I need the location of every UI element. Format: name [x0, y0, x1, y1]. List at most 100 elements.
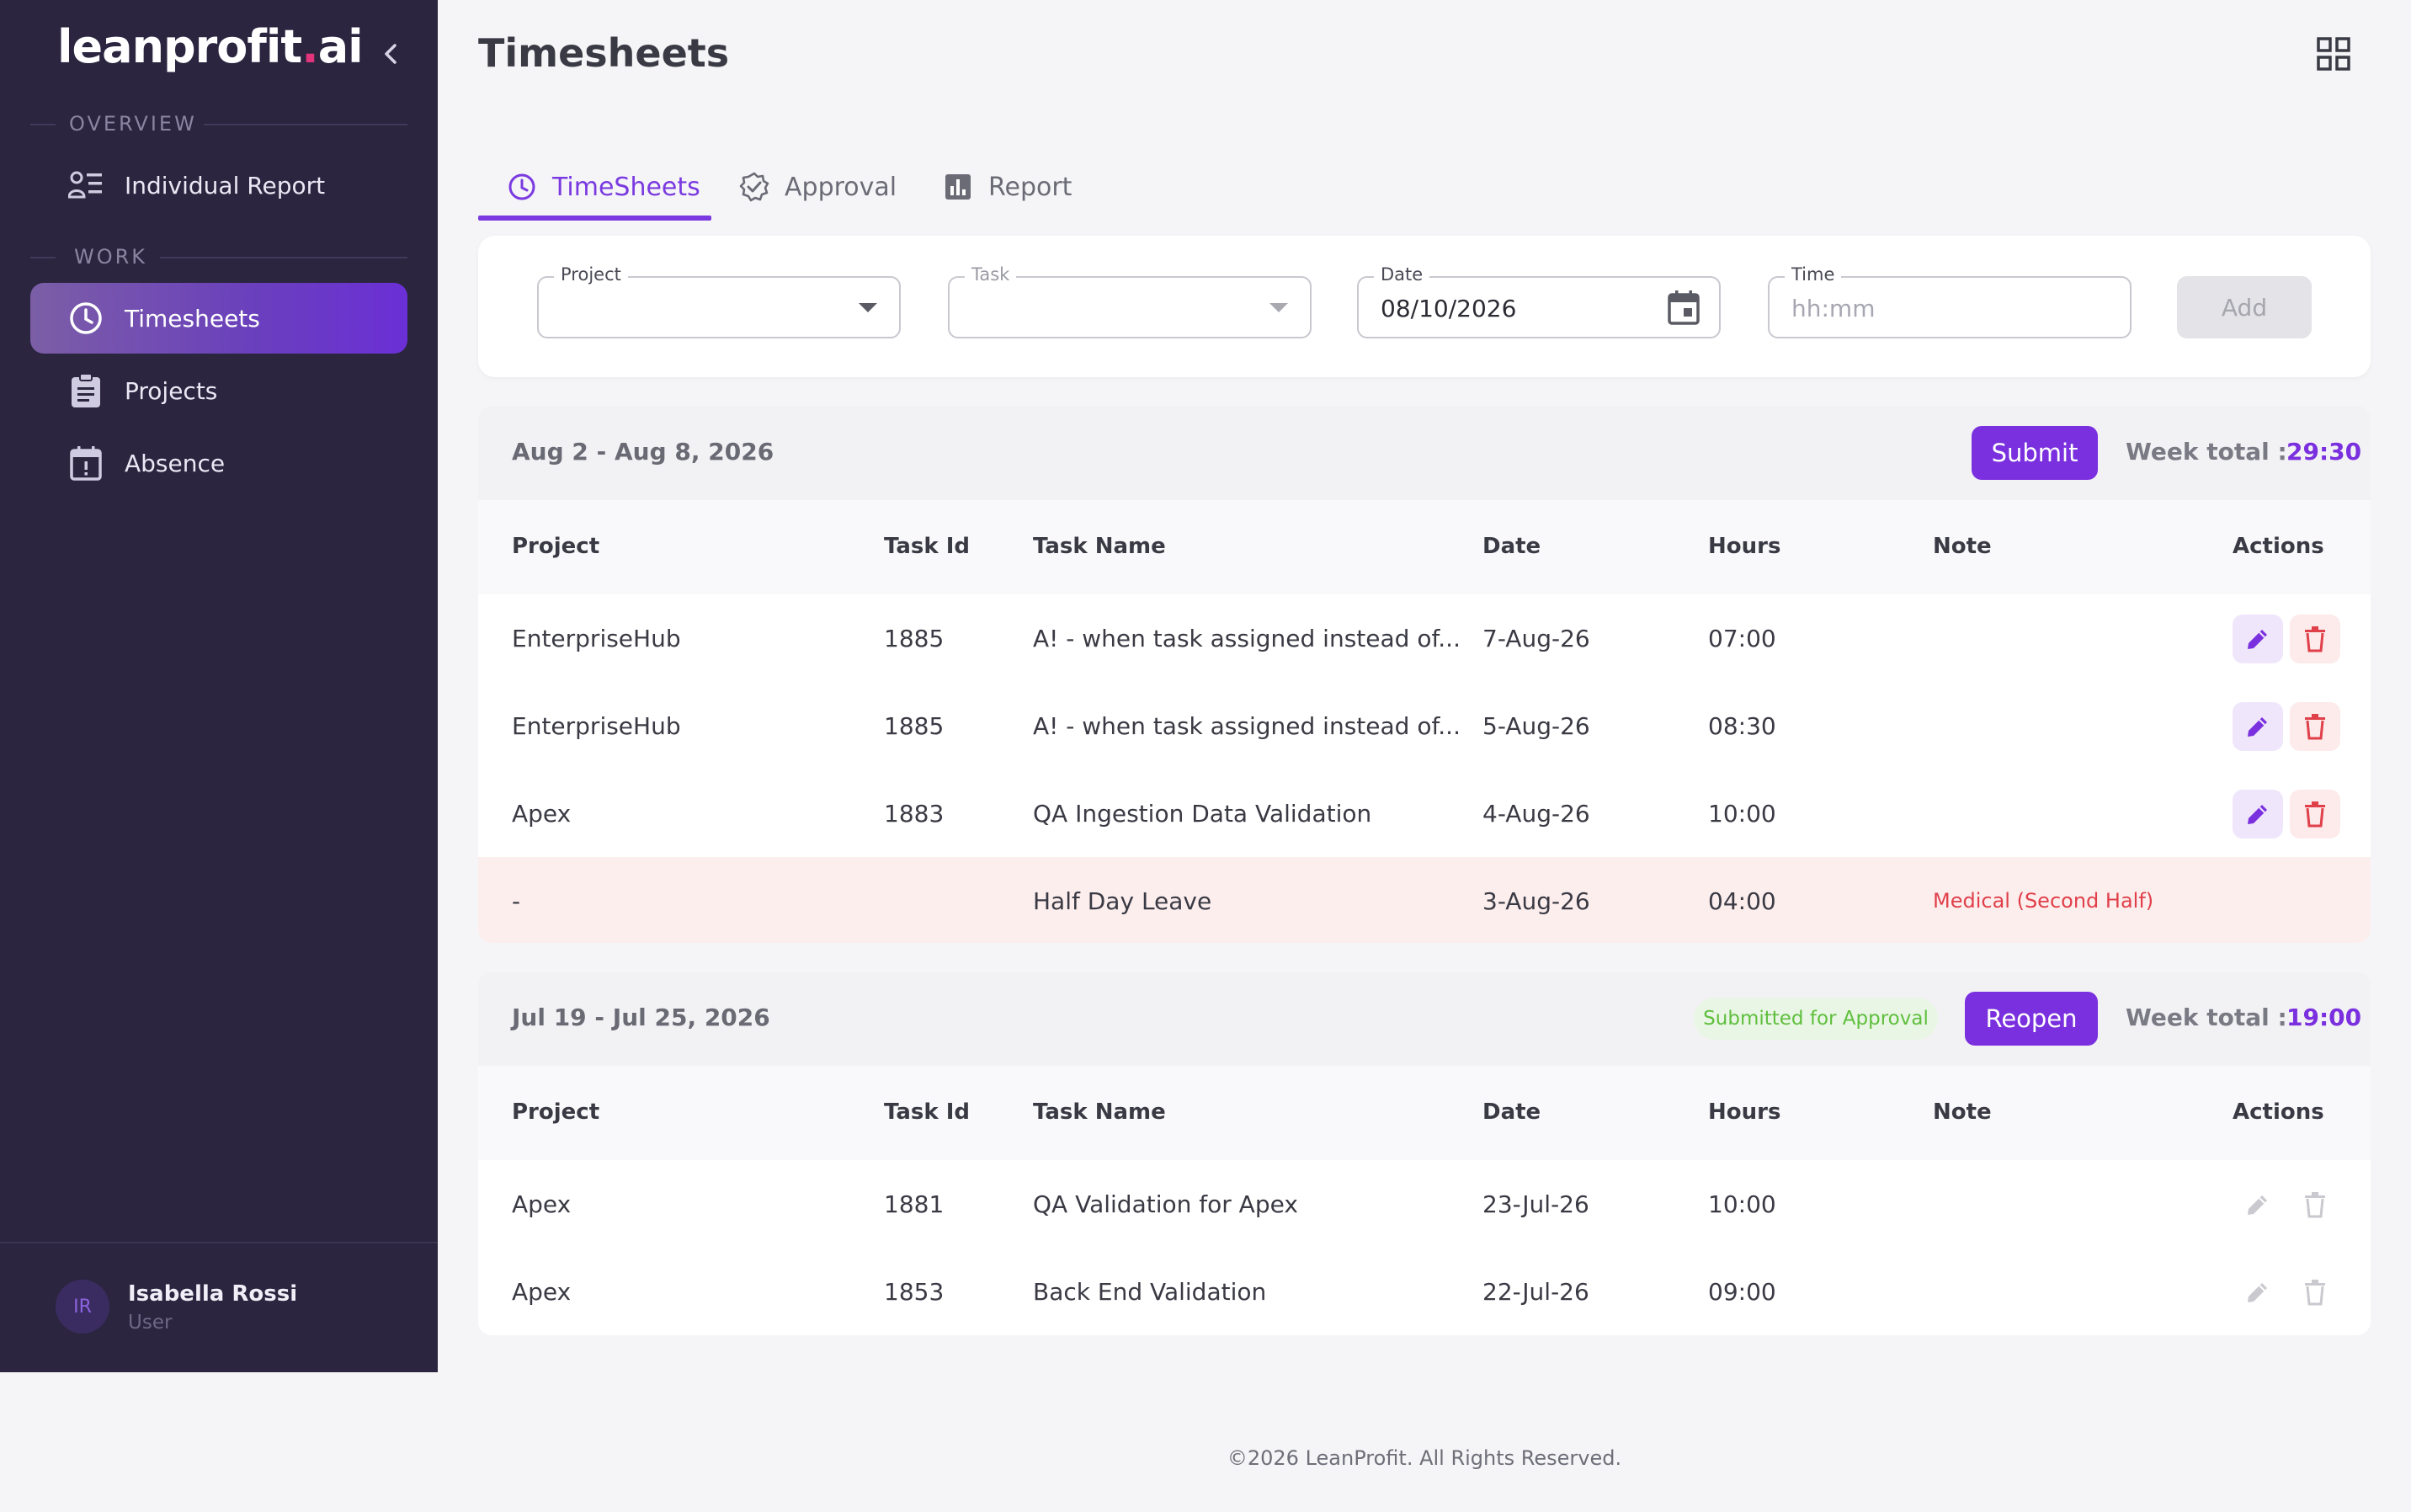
cell-date: 4-Aug-26 [1482, 800, 1590, 828]
clock-icon [507, 172, 537, 202]
column-header: Actions [2233, 534, 2324, 559]
cell-date: 7-Aug-26 [1482, 625, 1590, 652]
calendar-alert-icon [67, 445, 104, 482]
divider [30, 124, 56, 125]
date-field[interactable]: Date 08/10/2026 [1357, 264, 1721, 338]
week-range: Jul 19 - Jul 25, 2026 [512, 1004, 770, 1031]
trash-icon [2305, 801, 2325, 828]
user-role: User [128, 1312, 173, 1334]
sidebar-item-projects[interactable]: Projects [30, 355, 407, 426]
delete-button-disabled [2290, 1268, 2340, 1317]
collapse-sidebar-button[interactable] [375, 37, 406, 71]
pencil-icon [2248, 805, 2267, 824]
column-header: Date [1482, 1099, 1541, 1125]
reopen-week-button[interactable]: Reopen [1965, 992, 2098, 1046]
cell-task-id: 1853 [884, 1278, 945, 1306]
week-header: Jul 19 - Jul 25, 2026 Submitted for Appr… [478, 972, 2371, 1066]
field-label: Time [1785, 264, 1842, 285]
grid-icon [2317, 37, 2350, 71]
entry-form-card [478, 236, 2371, 377]
edit-button[interactable] [2233, 615, 2283, 663]
delete-button[interactable] [2290, 702, 2340, 751]
column-header: Task Id [884, 534, 971, 559]
column-header: Task Name [1033, 1099, 1166, 1125]
dropdown-caret-icon [1269, 303, 1288, 312]
pencil-icon [2248, 630, 2267, 649]
cell-date: 5-Aug-26 [1482, 712, 1590, 740]
cell-project: EnterpriseHub [512, 625, 681, 652]
cell-date: 3-Aug-26 [1482, 887, 1590, 915]
column-header: Project [512, 1099, 600, 1125]
calendar-picker-button[interactable] [1667, 290, 1700, 328]
tab-approval[interactable]: Approval [739, 153, 897, 221]
clock-icon [67, 300, 104, 337]
column-header: Task Name [1033, 534, 1166, 559]
week-card: Aug 2 - Aug 8, 2026 Submit Week total : … [478, 406, 2371, 943]
time-field[interactable]: Time hh:mm [1768, 264, 2132, 338]
cell-project: Apex [512, 800, 572, 828]
add-entry-button[interactable]: Add [2177, 276, 2312, 338]
logo-dot: . [301, 20, 318, 73]
cell-hours: 09:00 [1708, 1278, 1776, 1306]
delete-button[interactable] [2290, 615, 2340, 663]
verified-badge-icon [739, 172, 769, 202]
divider [204, 124, 407, 125]
project-select[interactable]: Project [537, 264, 901, 338]
table-row: EnterpriseHub 1885 A! - when task assign… [478, 682, 2371, 769]
tab-label: Approval [785, 172, 897, 202]
field-value: 08/10/2026 [1381, 295, 1517, 322]
week-total-value: 19:00 [2286, 1004, 2362, 1031]
edit-button[interactable] [2233, 790, 2283, 839]
column-header: Date [1482, 534, 1541, 559]
week-card: Jul 19 - Jul 25, 2026 Submitted for Appr… [478, 972, 2371, 1335]
task-select[interactable]: Task [948, 264, 1312, 338]
submit-week-button[interactable]: Submit [1972, 426, 2098, 480]
cell-hours: 10:00 [1708, 1190, 1776, 1218]
cell-hours: 10:00 [1708, 800, 1776, 828]
column-header: Hours [1708, 534, 1781, 559]
cell-task-id: 1885 [884, 625, 945, 652]
clipboard-icon [67, 372, 104, 409]
section-label-work: WORK [74, 245, 148, 269]
cell-project: EnterpriseHub [512, 712, 681, 740]
sidebar: leanprofit.ai OVERVIEW Individual Report… [0, 0, 438, 1372]
edit-button[interactable] [2233, 702, 2283, 751]
table-header: Project Task Id Task Name Date Hours Not… [478, 1066, 2371, 1160]
table-row: Apex 1881 QA Validation for Apex 23-Jul-… [478, 1160, 2371, 1248]
cell-task-id: 1881 [884, 1190, 945, 1218]
edit-button-disabled [2233, 1268, 2283, 1317]
tab-label: TimeSheets [552, 172, 700, 202]
trash-icon [2305, 1280, 2325, 1306]
page-title: Timesheets [478, 30, 730, 76]
sidebar-item-timesheets[interactable]: Timesheets [30, 283, 407, 354]
report-person-icon [67, 167, 104, 204]
sidebar-item-label: Individual Report [125, 171, 326, 200]
apps-grid-button[interactable] [2317, 37, 2350, 71]
tab-report[interactable]: Report [943, 153, 1072, 221]
sidebar-item-individual-report[interactable]: Individual Report [30, 150, 407, 221]
field-placeholder: hh:mm [1791, 295, 1876, 322]
delete-button-disabled [2290, 1180, 2340, 1229]
divider [30, 257, 56, 258]
pencil-icon [2248, 1195, 2267, 1215]
logo-tail: ai [317, 20, 364, 73]
cell-task-name: A! - when task assigned instead of... [1033, 625, 1461, 652]
app-logo[interactable]: leanprofit.ai [57, 20, 364, 73]
column-header: Hours [1708, 1099, 1781, 1125]
active-tab-indicator [478, 216, 711, 221]
delete-button[interactable] [2290, 790, 2340, 839]
sidebar-item-absence[interactable]: Absence [30, 428, 407, 498]
edit-button-disabled [2233, 1180, 2283, 1229]
week-total-label: Week total : [2126, 1004, 2287, 1031]
table-row: Apex 1853 Back End Validation 22-Jul-26 … [478, 1248, 2371, 1335]
section-label-overview: OVERVIEW [69, 112, 197, 136]
avatar[interactable]: IR [56, 1280, 109, 1334]
field-label: Date [1374, 264, 1430, 285]
cell-hours: 04:00 [1708, 887, 1776, 915]
cell-task-id: 1883 [884, 800, 945, 828]
tab-timesheets[interactable]: TimeSheets [507, 153, 700, 221]
week-total-value: 29:30 [2286, 438, 2362, 466]
sidebar-item-label: Projects [125, 376, 218, 405]
week-header: Aug 2 - Aug 8, 2026 Submit Week total : … [478, 406, 2371, 500]
bar-chart-icon [943, 172, 973, 202]
